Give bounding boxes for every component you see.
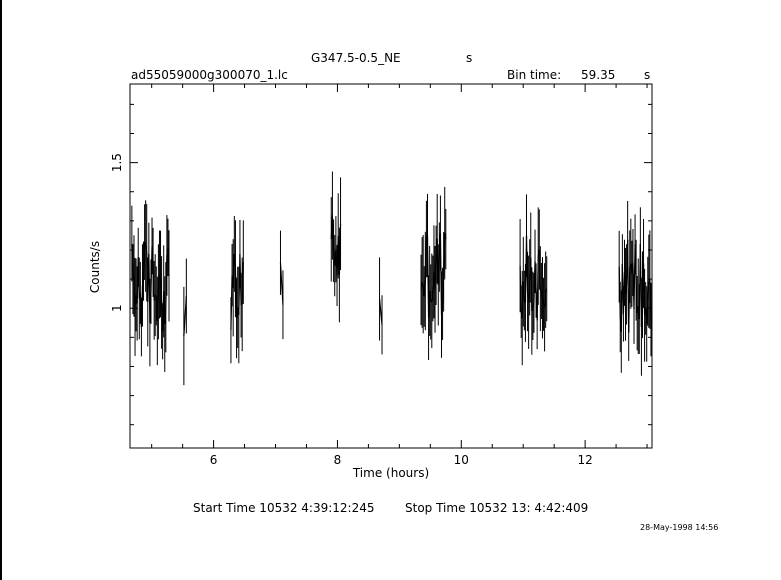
- start-time: Start Time 10532 4:39:12:245: [193, 501, 375, 515]
- rate-step: [532, 302, 535, 307]
- rate-step: [426, 235, 430, 318]
- rate-step: [240, 303, 243, 306]
- rate-step: [421, 282, 424, 285]
- y-tick-label: 1: [110, 304, 124, 312]
- rate-step: [624, 284, 628, 295]
- file-name: ad55059000g300070_1.lc: [131, 68, 288, 82]
- rate-step: [144, 241, 147, 247]
- rate-step: [230, 275, 233, 331]
- rate-step: [439, 233, 443, 315]
- rate-step: [137, 257, 140, 299]
- rate-step: [156, 291, 159, 321]
- rate-step: [378, 298, 383, 325]
- x-tick-label: 12: [577, 453, 592, 467]
- rate-step: [234, 268, 238, 318]
- rate-step: [241, 262, 244, 305]
- rate-step: [647, 281, 650, 292]
- rate-step: [441, 271, 445, 304]
- rate-step: [141, 271, 145, 286]
- rate-step: [650, 319, 653, 332]
- rate-step: [145, 245, 148, 253]
- rate-step: [444, 233, 447, 240]
- rate-step: [540, 290, 544, 298]
- rate-step: [538, 249, 541, 289]
- rate-step: [153, 294, 156, 301]
- rate-step: [618, 266, 621, 318]
- rate-step: [437, 257, 440, 285]
- rate-step: [649, 279, 652, 320]
- rate-step: [431, 288, 434, 301]
- x-axis-title: Time (hours): [352, 466, 429, 480]
- rate-step: [151, 245, 154, 263]
- target-unit: s: [466, 51, 473, 65]
- rate-step: [338, 223, 342, 276]
- rate-step: [167, 247, 170, 276]
- x-tick-label: 6: [210, 453, 218, 467]
- rate-step: [534, 261, 537, 291]
- bin-time-value: 59.35: [581, 68, 616, 82]
- rate-step: [519, 265, 522, 312]
- rate-step: [279, 262, 284, 305]
- rate-step: [131, 243, 134, 280]
- rate-step: [233, 253, 237, 269]
- plot-timestamp: 28-May-1998 14:56: [640, 523, 719, 532]
- window-left-border: [0, 0, 2, 580]
- rate-step: [640, 294, 644, 327]
- rate-step: [628, 266, 631, 333]
- rate-step: [536, 256, 539, 321]
- rate-step: [152, 262, 155, 301]
- stop-time: Stop Time 10532 13: 4:42:409: [405, 501, 589, 515]
- rate-step: [157, 274, 161, 292]
- rate-step: [530, 257, 533, 312]
- rate-step: [154, 294, 157, 297]
- rate-step: [639, 244, 643, 327]
- rate-step: [420, 282, 423, 290]
- rate-step: [183, 295, 187, 337]
- rate-step: [331, 215, 335, 251]
- rate-step: [142, 242, 146, 272]
- rate-step: [635, 280, 638, 314]
- bin-time-label: Bin time:: [507, 68, 562, 82]
- rate-step: [232, 253, 235, 288]
- rate-step: [140, 285, 144, 328]
- rate-step: [434, 265, 437, 290]
- bin-time-unit: s: [644, 68, 651, 82]
- rate-step: [544, 289, 547, 308]
- plot-frame: [129, 83, 653, 449]
- rate-step: [427, 290, 431, 318]
- rate-step: [133, 276, 136, 307]
- axis-tick-labels: 6 8 10 12 1 1.5: [110, 153, 593, 467]
- rate-step: [440, 303, 444, 315]
- rate-step: [430, 300, 433, 303]
- rate-step: [545, 288, 548, 291]
- rate-step: [159, 273, 163, 303]
- rate-step: [429, 290, 432, 302]
- rate-step: [150, 245, 153, 292]
- rate-step: [424, 239, 428, 282]
- rate-step: [522, 281, 525, 301]
- rate-step: [541, 297, 545, 305]
- rate-step: [634, 244, 637, 281]
- rate-step: [239, 254, 242, 306]
- rate-step: [423, 280, 426, 297]
- rate-step: [165, 255, 168, 308]
- rate-step: [531, 305, 534, 312]
- x-tick-label: 10: [454, 453, 469, 467]
- target-name: G347.5-0.5_NE: [311, 51, 401, 65]
- data-series: [131, 171, 653, 386]
- y-tick-label: 1.5: [110, 153, 124, 172]
- x-tick-label: 8: [334, 453, 342, 467]
- rate-step: [642, 263, 646, 316]
- rate-step: [149, 291, 152, 323]
- rate-step: [646, 291, 649, 324]
- rate-step: [443, 233, 446, 272]
- rate-step: [539, 288, 542, 292]
- axis-ticks: [130, 84, 652, 448]
- rate-step: [528, 277, 531, 303]
- y-axis-title: Counts/s: [88, 241, 102, 293]
- rate-step: [164, 307, 167, 325]
- rate-step: [525, 235, 529, 292]
